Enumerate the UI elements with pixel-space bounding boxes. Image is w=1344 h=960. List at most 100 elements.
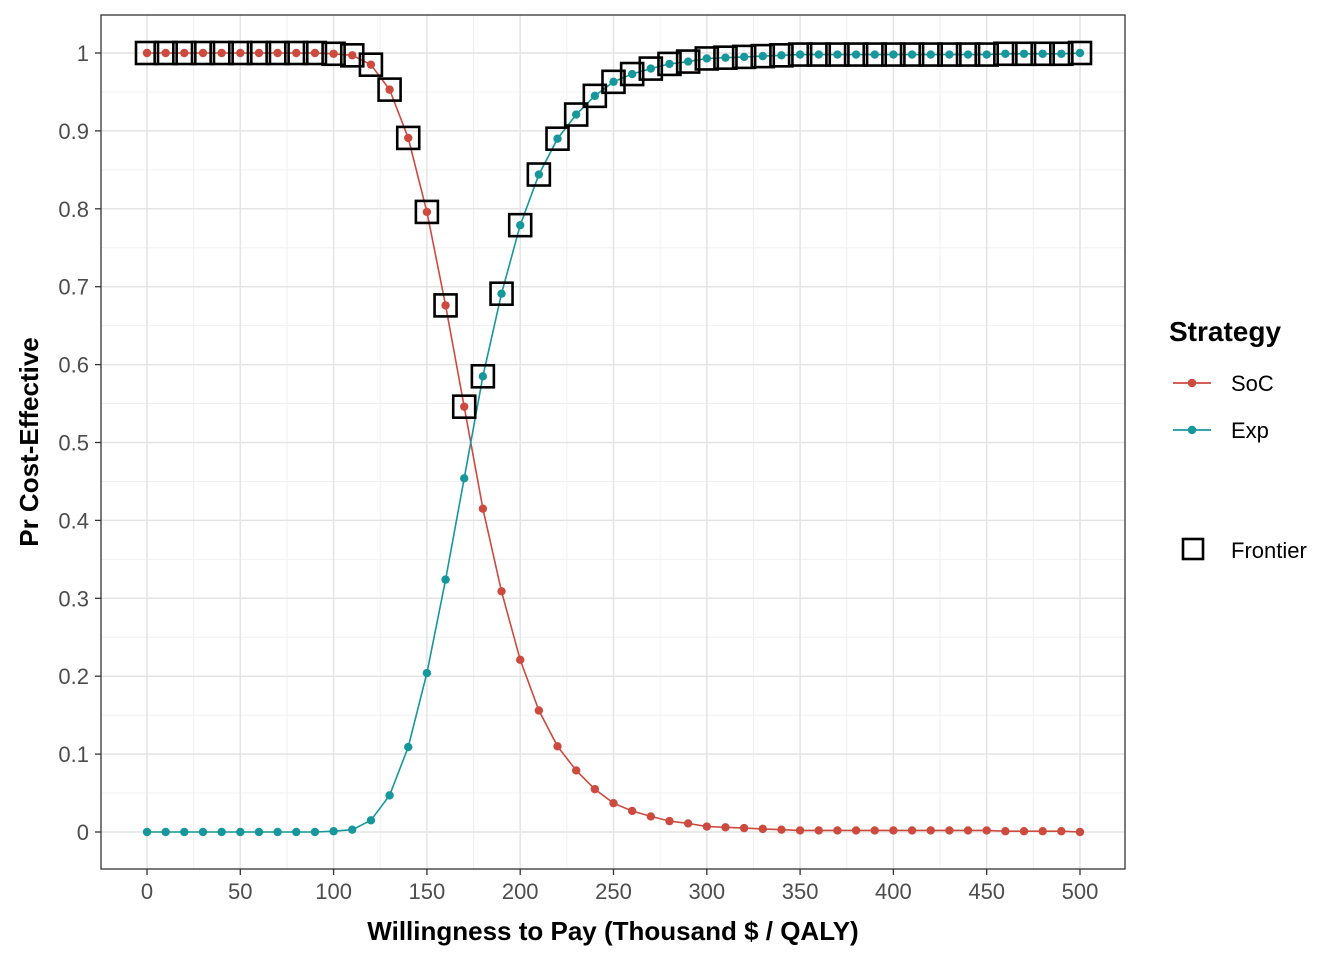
point-exp: [460, 474, 469, 483]
frontier-marker: [339, 43, 365, 68]
point-soc: [236, 48, 245, 58]
point-soc: [814, 826, 823, 835]
frontier-marker: [302, 40, 328, 66]
frontier-marker: [787, 42, 813, 67]
frontier-marker: [228, 40, 253, 66]
point-exp: [534, 170, 544, 179]
point-exp: [385, 791, 394, 800]
frontier-marker: [825, 42, 850, 67]
frontier-marker: [1067, 40, 1093, 66]
point-soc: [404, 133, 413, 143]
point-soc: [254, 48, 264, 58]
y-tick-label: 0: [77, 820, 89, 845]
point-soc: [217, 48, 226, 58]
point-exp: [553, 134, 562, 143]
point-soc: [609, 798, 618, 808]
point-soc: [348, 51, 357, 60]
point-soc: [889, 826, 898, 835]
frontier-marker: [694, 46, 720, 71]
legend-key-point-exp: [1187, 425, 1197, 435]
y-tick-label: 1: [77, 41, 89, 66]
point-exp: [180, 827, 189, 837]
frontier-marker: [321, 41, 346, 67]
frontier-marker: [657, 51, 682, 77]
point-soc: [627, 806, 637, 816]
point-soc: [460, 402, 469, 411]
frontier-marker: [246, 40, 272, 66]
point-soc: [198, 48, 208, 58]
point-exp: [348, 825, 357, 834]
frontier-marker: [507, 212, 533, 238]
frontier-marker: [899, 42, 925, 67]
point-exp: [963, 50, 973, 59]
legend-frontier-label: Frontier: [1231, 538, 1307, 563]
point-exp: [142, 827, 152, 837]
frontier-marker: [283, 40, 309, 66]
point-exp: [571, 110, 581, 119]
point-exp: [833, 50, 842, 59]
frontier-marker: [526, 162, 552, 187]
point-soc: [142, 48, 152, 58]
legend-key-point-soc: [1187, 378, 1197, 388]
point-soc: [553, 742, 562, 751]
frontier-marker: [918, 42, 944, 67]
point-exp: [702, 54, 711, 63]
point-exp: [646, 64, 656, 73]
point-soc: [571, 766, 581, 775]
x-axis-ticks: 0 50 100 150 200 250 300 350 400 450 500: [141, 869, 1098, 904]
point-exp: [310, 827, 320, 837]
point-soc: [366, 60, 376, 69]
point-soc: [646, 812, 656, 821]
x-axis-title: Willingness to Pay (Thousand $ / QALY): [367, 916, 858, 946]
point-exp: [982, 50, 991, 59]
y-axis-title: Pr Cost-Effective: [14, 337, 44, 547]
frontier-marker: [1049, 41, 1074, 67]
frontier-marker: [451, 394, 477, 419]
x-tick-label: 0: [141, 879, 153, 904]
point-soc: [1019, 827, 1029, 836]
point-exp: [627, 69, 637, 79]
point-exp: [198, 827, 208, 837]
frontier-marker: [1011, 41, 1037, 67]
point-exp: [478, 372, 488, 381]
x-tick-label: 300: [688, 879, 725, 904]
point-soc: [982, 826, 991, 835]
point-exp: [795, 50, 805, 59]
frontier-marker: [582, 83, 608, 109]
grid-lines: [101, 15, 1125, 869]
point-exp: [161, 827, 170, 837]
point-exp: [422, 668, 432, 678]
point-soc: [683, 819, 693, 828]
y-tick-label: 0.9: [58, 119, 89, 144]
legend-label-exp: Exp: [1231, 418, 1269, 443]
frontier-marker: [993, 41, 1018, 67]
y-tick-label: 0.7: [58, 275, 89, 300]
point-exp: [1001, 49, 1010, 58]
point-exp: [814, 50, 823, 59]
point-exp: [721, 53, 730, 62]
point-exp: [926, 50, 935, 59]
frontier-marker: [638, 56, 664, 81]
frontier-marker: [731, 44, 757, 70]
y-tick-label: 0.8: [58, 197, 89, 222]
point-soc: [161, 48, 170, 58]
frontier-marker: [433, 293, 458, 318]
point-soc: [1075, 827, 1085, 837]
point-soc: [385, 85, 394, 94]
y-axis-ticks: 0 0.1 0.2 0.3 0.4 0.5 0.6 0.7 0.8 0.9 1: [58, 41, 101, 845]
point-exp: [758, 51, 767, 61]
point-soc: [926, 826, 935, 835]
point-soc: [739, 823, 749, 833]
frontier-marker: [619, 61, 645, 87]
point-exp: [777, 51, 786, 60]
point-soc: [1038, 827, 1047, 836]
frontier-marker: [265, 40, 290, 66]
frontier-marker: [955, 42, 981, 67]
x-tick-label: 100: [315, 879, 352, 904]
frontier-marker: [843, 42, 869, 67]
point-soc: [795, 826, 805, 835]
frontier-marker: [209, 40, 234, 66]
x-tick-label: 250: [595, 879, 632, 904]
point-exp: [1019, 49, 1029, 58]
